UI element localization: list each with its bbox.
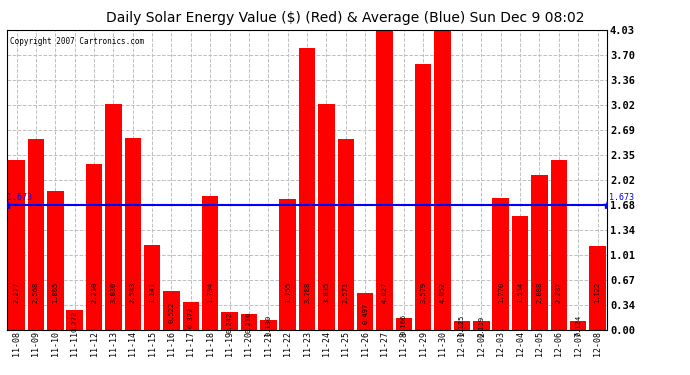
Text: 3.579: 3.579	[420, 282, 426, 303]
Text: 3.030: 3.030	[110, 282, 117, 303]
Bar	[28, 139, 44, 330]
Bar	[47, 191, 63, 330]
Text: 2.571: 2.571	[343, 282, 348, 303]
Bar	[279, 200, 296, 330]
Bar	[124, 138, 141, 330]
Text: 2.568: 2.568	[33, 282, 39, 303]
Bar	[512, 216, 529, 330]
Text: 1.770: 1.770	[497, 282, 504, 303]
Bar	[376, 30, 393, 330]
Text: 0.119: 0.119	[478, 315, 484, 337]
Text: Copyright 2007 Cartronics.com: Copyright 2007 Cartronics.com	[10, 38, 144, 46]
Text: 1.755: 1.755	[285, 282, 290, 303]
Bar	[260, 320, 277, 330]
Text: 1.673: 1.673	[609, 193, 634, 202]
Text: 4.052: 4.052	[440, 282, 446, 303]
Text: 1.534: 1.534	[517, 282, 523, 303]
Text: 0.124: 0.124	[575, 315, 581, 336]
Text: 2.230: 2.230	[91, 282, 97, 303]
Bar	[337, 139, 354, 330]
Bar	[395, 318, 412, 330]
Bar	[221, 312, 238, 330]
Text: 1.122: 1.122	[595, 282, 600, 303]
Text: 0.242: 0.242	[226, 311, 233, 333]
Bar	[86, 164, 102, 330]
Bar	[299, 48, 315, 330]
Bar	[570, 321, 586, 330]
Text: 2.287: 2.287	[555, 282, 562, 303]
Bar	[357, 293, 373, 330]
Text: 0.522: 0.522	[168, 302, 175, 323]
Bar	[454, 321, 470, 330]
Bar	[202, 196, 219, 330]
Text: 0.130: 0.130	[266, 315, 271, 336]
Text: 2.277: 2.277	[14, 282, 19, 303]
Bar	[589, 246, 606, 330]
Text: 3.788: 3.788	[304, 282, 310, 303]
Text: 1.794: 1.794	[207, 282, 213, 303]
Bar	[8, 160, 25, 330]
Bar	[415, 64, 431, 330]
Bar	[493, 198, 509, 330]
Text: 2.088: 2.088	[536, 282, 542, 303]
Bar	[105, 105, 121, 330]
Bar	[318, 104, 335, 330]
Text: 4.027: 4.027	[382, 282, 388, 303]
Bar	[531, 175, 548, 330]
Text: 0.216: 0.216	[246, 312, 252, 333]
Text: 1.141: 1.141	[149, 282, 155, 303]
Text: 0.166: 0.166	[401, 314, 407, 335]
Bar	[164, 291, 179, 330]
Text: 0.272: 0.272	[72, 310, 78, 332]
Bar	[435, 28, 451, 330]
Text: 0.497: 0.497	[362, 303, 368, 324]
Text: Daily Solar Energy Value ($) (Red) & Average (Blue) Sun Dec 9 08:02: Daily Solar Energy Value ($) (Red) & Ave…	[106, 11, 584, 25]
Text: 0.125: 0.125	[459, 315, 465, 336]
Bar	[551, 160, 567, 330]
Text: 2.583: 2.583	[130, 282, 136, 303]
Bar	[183, 302, 199, 330]
Bar	[66, 310, 83, 330]
Bar	[473, 321, 490, 330]
Text: 1.673: 1.673	[8, 193, 32, 202]
Text: 3.035: 3.035	[324, 282, 329, 303]
Text: 1.865: 1.865	[52, 282, 59, 303]
Bar	[241, 314, 257, 330]
Bar	[144, 245, 160, 330]
Text: 0.372: 0.372	[188, 307, 194, 328]
